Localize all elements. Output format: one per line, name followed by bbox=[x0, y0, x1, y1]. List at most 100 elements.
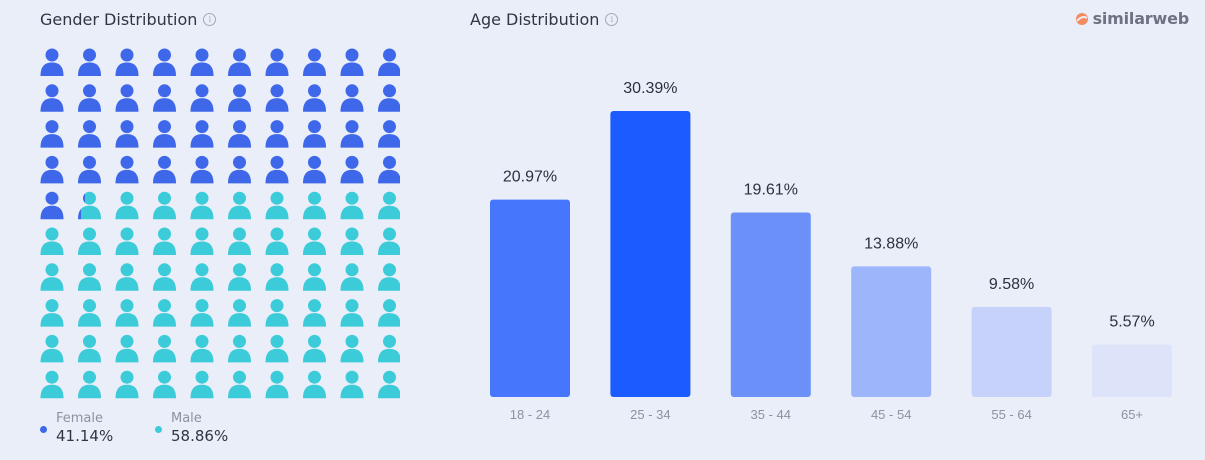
person-icon bbox=[115, 263, 139, 291]
person-icon bbox=[340, 155, 364, 184]
person-icon bbox=[303, 299, 326, 327]
person-icon bbox=[340, 263, 364, 291]
legend-female: Female 41.14% bbox=[40, 411, 113, 445]
bar-45-54[interactable] bbox=[851, 266, 932, 397]
person-icon bbox=[153, 155, 176, 184]
similarweb-logo-icon bbox=[1075, 12, 1088, 25]
person-icon bbox=[153, 120, 176, 148]
person-icon bbox=[228, 263, 251, 291]
person-icon bbox=[40, 227, 64, 255]
person-icon bbox=[303, 191, 326, 220]
person-icon bbox=[265, 370, 289, 399]
bar-35-44[interactable] bbox=[730, 212, 811, 397]
x-tick-label: 65+ bbox=[1121, 407, 1143, 422]
person-icon bbox=[153, 299, 176, 327]
person-icon bbox=[115, 48, 139, 76]
person-icon bbox=[265, 299, 289, 327]
person-icon bbox=[303, 84, 326, 112]
female-label: Female bbox=[56, 411, 104, 426]
person-icon bbox=[78, 334, 101, 363]
person-icon bbox=[303, 334, 326, 363]
person-icon bbox=[378, 227, 400, 255]
person-icon bbox=[190, 227, 214, 255]
person-icon bbox=[190, 120, 214, 148]
person-icon bbox=[378, 120, 400, 148]
bar-65-[interactable] bbox=[1092, 344, 1172, 397]
person-icon bbox=[303, 155, 326, 184]
x-tick-label: 55 - 64 bbox=[991, 407, 1031, 422]
data-label: 13.88% bbox=[864, 235, 918, 252]
person-icon bbox=[228, 370, 251, 399]
x-tick-label: 25 - 34 bbox=[630, 407, 670, 422]
person-icon bbox=[78, 370, 101, 399]
person-icon bbox=[378, 48, 400, 76]
person-icon bbox=[378, 191, 400, 220]
info-icon[interactable]: i bbox=[203, 13, 217, 26]
person-icon bbox=[115, 370, 139, 399]
person-icon bbox=[40, 263, 64, 291]
person-icon bbox=[228, 191, 251, 220]
person-icon bbox=[265, 155, 289, 184]
person-icon bbox=[115, 299, 139, 327]
person-icon bbox=[153, 370, 176, 399]
gender-title-text: Gender Distribution bbox=[40, 10, 198, 29]
male-value: 58.86% bbox=[171, 427, 229, 445]
bar-55-64[interactable] bbox=[971, 306, 1052, 397]
person-icon bbox=[153, 84, 176, 112]
female-value: 41.14% bbox=[56, 427, 114, 445]
data-label: 9.58% bbox=[989, 276, 1034, 293]
person-icon bbox=[78, 120, 101, 148]
person-icon bbox=[228, 299, 251, 327]
person-icon bbox=[40, 155, 64, 184]
x-tick-label: 45 - 54 bbox=[871, 407, 911, 422]
person-icon bbox=[190, 263, 214, 291]
person-icon bbox=[40, 120, 64, 148]
person-icon bbox=[153, 191, 176, 220]
female-legend-dot bbox=[40, 426, 47, 433]
age-distribution-chart: 20.97% 18 - 24 30.39% 25 - 34 19.61% 35 - 44 1… bbox=[490, 80, 1172, 422]
person-icon bbox=[115, 227, 139, 255]
person-icon bbox=[153, 48, 176, 76]
person-icon bbox=[303, 263, 326, 291]
person-icon bbox=[78, 191, 101, 220]
person-icon bbox=[340, 120, 364, 148]
person-icon bbox=[265, 48, 289, 76]
person-icon bbox=[303, 370, 326, 399]
data-label: 20.97% bbox=[503, 169, 557, 186]
person-icon bbox=[40, 299, 64, 327]
person-icon bbox=[265, 191, 289, 220]
person-icon bbox=[78, 263, 101, 291]
person-icon bbox=[303, 120, 326, 148]
data-label: 30.39% bbox=[623, 80, 677, 97]
brand-name: similarweb bbox=[1092, 9, 1190, 28]
person-icon bbox=[228, 334, 251, 363]
person-icon bbox=[115, 120, 139, 148]
bar-25-34[interactable] bbox=[610, 111, 691, 397]
person-icon bbox=[340, 299, 364, 327]
person-icon bbox=[190, 155, 214, 184]
person-icon bbox=[153, 227, 176, 255]
person-icon bbox=[153, 334, 176, 363]
person-icon bbox=[40, 370, 64, 399]
person-icon bbox=[228, 84, 251, 112]
bar-18-24[interactable] bbox=[490, 199, 570, 397]
person-icon bbox=[190, 370, 214, 399]
person-icon bbox=[378, 370, 400, 399]
person-icon bbox=[378, 84, 400, 112]
person-icon bbox=[190, 48, 214, 76]
person-icon bbox=[340, 227, 364, 255]
person-icon bbox=[303, 48, 326, 76]
male-label: Male bbox=[171, 411, 202, 426]
person-icon bbox=[78, 155, 101, 184]
person-icon bbox=[78, 227, 101, 255]
data-label: 19.61% bbox=[744, 181, 798, 198]
gender-distribution-title: Gender Distribution i bbox=[40, 10, 217, 29]
data-label: 5.57% bbox=[1109, 314, 1154, 331]
person-icon bbox=[265, 263, 289, 291]
person-icon bbox=[78, 48, 101, 76]
person-icon bbox=[40, 48, 64, 76]
legend-male: Male 58.86% bbox=[155, 411, 228, 445]
person-icon bbox=[40, 334, 64, 363]
person-icon bbox=[303, 227, 326, 255]
info-icon[interactable]: i bbox=[605, 13, 619, 26]
